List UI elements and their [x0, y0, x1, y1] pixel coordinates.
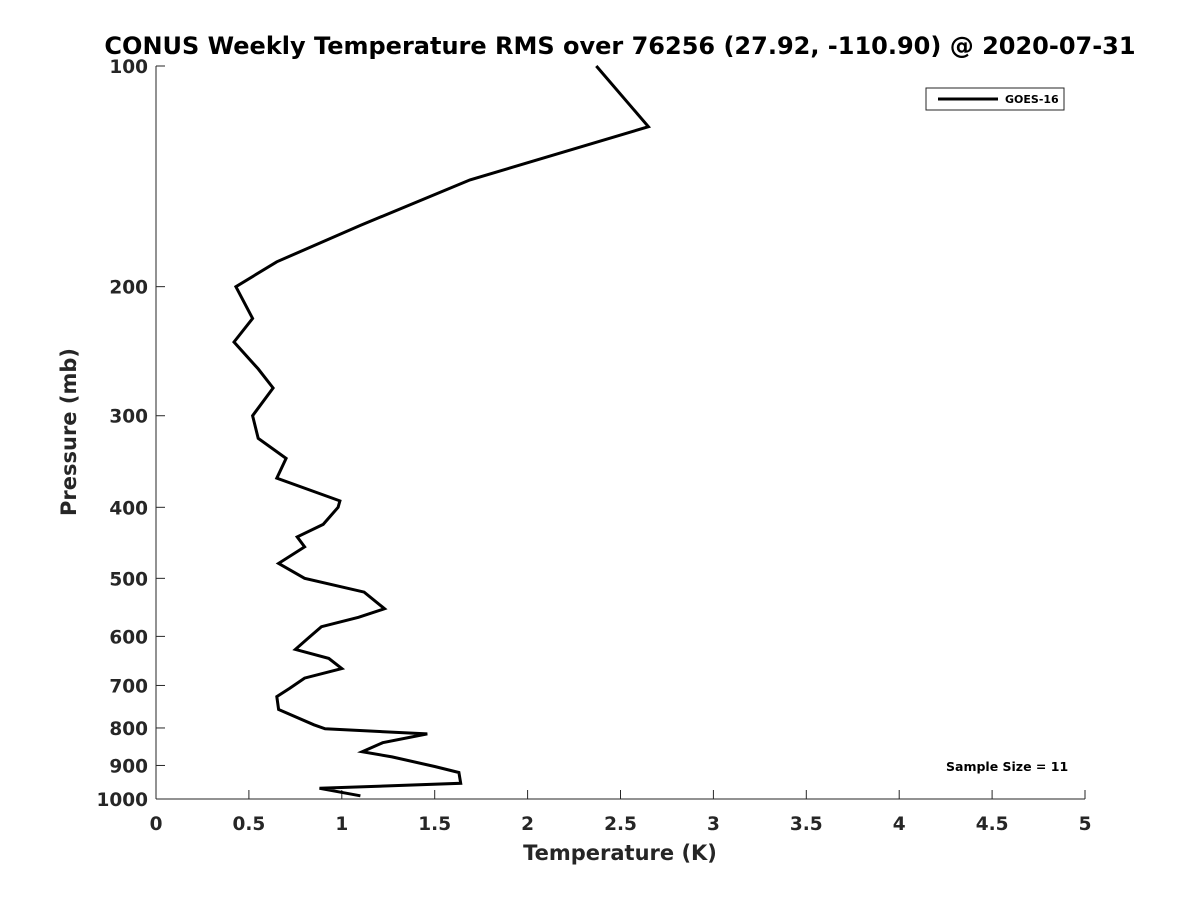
chart-title: CONUS Weekly Temperature RMS over 76256 … — [104, 32, 1135, 60]
x-axis-label: Temperature (K) — [523, 841, 717, 865]
y-tick-label: 900 — [109, 756, 148, 777]
x-tick-label: 0 — [150, 814, 163, 835]
y-tick-label: 300 — [109, 407, 148, 428]
y-axis-label: Pressure (mb) — [57, 348, 81, 516]
x-tick-label: 5 — [1079, 814, 1092, 835]
x-tick-label: 2.5 — [604, 814, 637, 835]
x-tick-label: 1.5 — [418, 814, 451, 835]
x-axis-ticks: 0 0.5 1 1.5 2 2.5 3 3.5 4 4.5 5 — [150, 790, 1092, 835]
y-tick-label: 700 — [109, 676, 148, 697]
x-tick-label: 4.5 — [976, 814, 1009, 835]
y-tick-label: 800 — [109, 719, 148, 740]
y-axis-ticks: 100 200 300 400 500 600 700 800 900 1000 — [97, 57, 165, 811]
legend: GOES-16 — [925, 87, 1065, 111]
plot-area — [155, 66, 1085, 800]
sample-size-annotation: Sample Size = 11 — [946, 759, 1068, 774]
y-tick-label: 1000 — [97, 790, 149, 811]
x-tick-label: 2 — [521, 814, 534, 835]
y-tick-label: 500 — [109, 569, 148, 590]
legend-label-goes-16: GOES-16 — [1005, 93, 1059, 106]
y-tick-label: 400 — [109, 498, 148, 519]
series-line-goes-16 — [232, 65, 652, 798]
x-tick-label: 3.5 — [790, 814, 823, 835]
x-tick-label: 4 — [893, 814, 906, 835]
y-tick-label: 100 — [109, 57, 148, 78]
x-tick-label: 3 — [707, 814, 720, 835]
x-tick-label: 0.5 — [233, 814, 266, 835]
x-tick-label: 1 — [335, 814, 348, 835]
y-tick-label: 200 — [109, 278, 148, 299]
series-layer — [232, 65, 652, 798]
y-tick-label: 600 — [109, 627, 148, 648]
